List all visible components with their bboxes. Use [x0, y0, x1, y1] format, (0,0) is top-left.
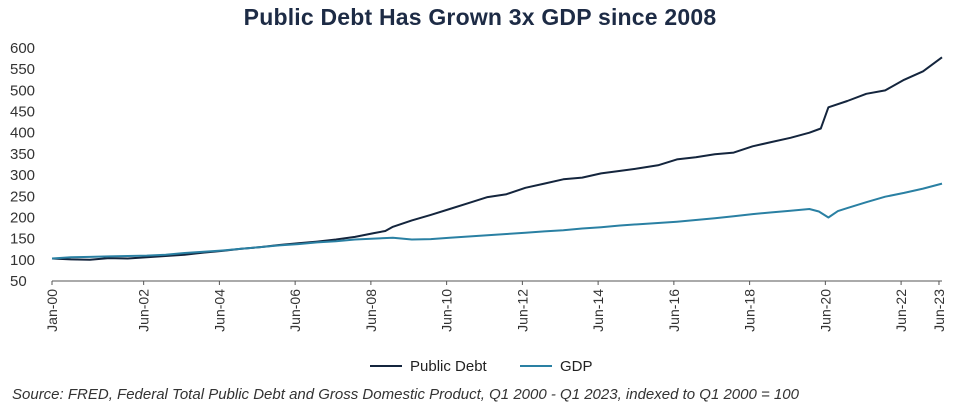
x-tick-label: Jun-18	[742, 289, 758, 332]
source-note: Source: FRED, Federal Total Public Debt …	[12, 386, 799, 403]
y-tick-label: 300	[10, 167, 35, 184]
y-axis-ticks: 50 100 150 200 250 300 350 400 450 500 550 600	[10, 40, 35, 290]
y-tick-label: 150	[10, 231, 35, 248]
x-tick-label: Jun-20	[817, 289, 833, 332]
x-tick-label: Jun-16	[666, 289, 682, 332]
y-tick-label: 50	[10, 273, 27, 290]
x-tick-label: Jun-02	[136, 289, 152, 332]
y-tick-label: 200	[10, 209, 35, 226]
series-line-gdp	[51, 182, 943, 260]
y-tick-label: 450	[10, 104, 35, 121]
x-tick-label: Jun-14	[590, 289, 606, 332]
x-tick-label: Jun-22	[893, 289, 909, 332]
y-tick-label: 100	[10, 252, 35, 269]
x-axis-ticks: Jan-00 Jun-02 Jun-04 Jun-06 Jun-08 Jun-10 Jun-…	[44, 281, 947, 332]
x-tick-label: Jun-10	[439, 289, 455, 332]
legend: Public Debt GDP	[370, 358, 593, 375]
series-line-public-debt	[51, 56, 943, 261]
y-tick-label: 500	[10, 82, 35, 99]
legend-label: Public Debt	[410, 358, 488, 375]
x-tick-label: Jun-12	[514, 289, 530, 332]
x-tick-label: Jan-00	[44, 289, 60, 332]
y-tick-label: 250	[10, 188, 35, 205]
y-tick-label: 400	[10, 125, 35, 142]
chart-title: Public Debt Has Grown 3x GDP since 2008	[243, 4, 717, 30]
y-tick-label: 600	[10, 40, 35, 57]
y-tick-label: 550	[10, 61, 35, 78]
x-tick-label: Jun-04	[211, 289, 227, 332]
x-tick-label: Jun-08	[363, 289, 379, 332]
y-tick-label: 350	[10, 146, 35, 163]
x-tick-label: Jun-23	[931, 289, 947, 332]
legend-label: GDP	[560, 358, 593, 375]
series-lines	[51, 56, 943, 261]
x-tick-label: Jun-06	[287, 289, 303, 332]
